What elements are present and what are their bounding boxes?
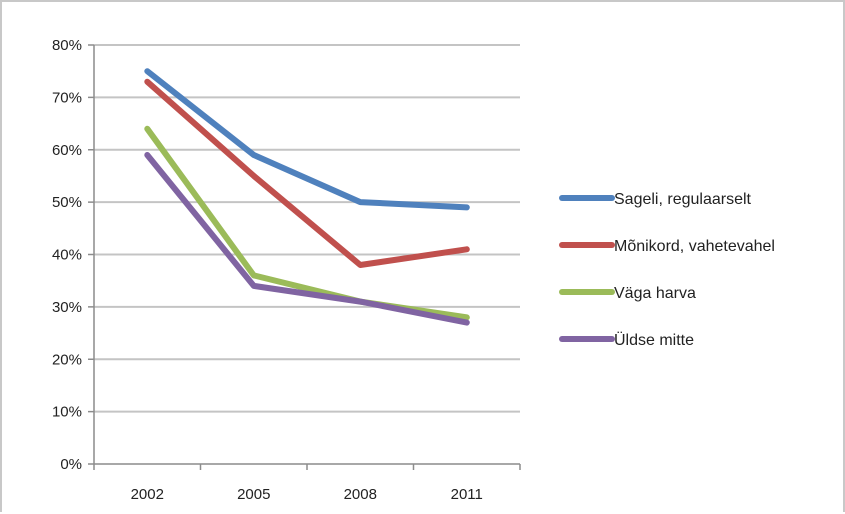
- x-tick-label: 2002: [131, 486, 164, 503]
- axes: [88, 44, 521, 470]
- x-tick-label: 2005: [237, 486, 270, 503]
- series-lines: [144, 68, 470, 326]
- y-tick-label: 20%: [52, 351, 82, 368]
- y-tick-labels: 0% 10% 20% 30% 40% 50% 60% 70% 80%: [52, 37, 82, 473]
- legend-label: Väga harva: [614, 285, 696, 302]
- series-line: [144, 68, 470, 211]
- y-tick-label: 40%: [52, 247, 82, 264]
- y-tick-label: 80%: [52, 37, 82, 54]
- y-tick-label: 70%: [52, 89, 82, 106]
- legend-label: Sageli, regulaarselt: [614, 191, 752, 208]
- x-tick-label: 2008: [344, 486, 377, 503]
- y-tick-label: 60%: [52, 142, 82, 159]
- x-tick-label: 2011: [451, 486, 483, 503]
- series-line: [144, 78, 470, 268]
- y-tick-label: 0%: [60, 456, 82, 473]
- legend: Sageli, regulaarselt Mõnikord, vahetevahe…: [559, 191, 775, 349]
- gridlines: [94, 44, 520, 413]
- y-tick-label: 10%: [52, 404, 82, 421]
- legend-label: Mõnikord, vahetevahel: [614, 238, 775, 255]
- series-line: [144, 152, 470, 326]
- y-tick-label: 30%: [52, 299, 82, 316]
- x-tick-labels: 2002 2005 2008 2011: [131, 486, 483, 503]
- y-tick-label: 50%: [52, 194, 82, 211]
- legend-label: Üldse mitte: [614, 331, 694, 349]
